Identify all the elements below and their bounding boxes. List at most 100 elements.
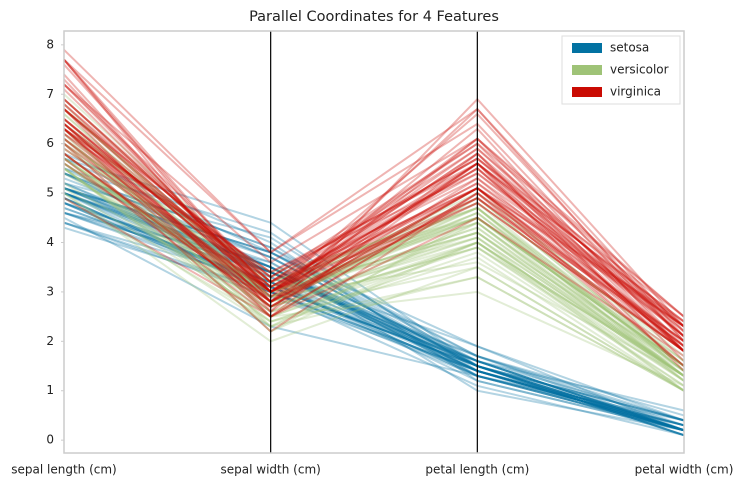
data-line: [63, 192, 685, 432]
data-line: [63, 118, 685, 343]
data-line: [63, 137, 685, 372]
data-line: [63, 192, 685, 432]
data-line: [63, 133, 685, 353]
data-line: [63, 167, 685, 377]
data-line: [63, 187, 685, 417]
data-line: [63, 202, 685, 432]
data-line: [63, 88, 685, 338]
data-line: [63, 113, 685, 377]
data-line: [63, 142, 685, 362]
data-line: [63, 108, 685, 328]
data-line: [63, 206, 685, 432]
data-line: [63, 187, 685, 427]
data-line: [63, 211, 685, 432]
y-tick-label: 1: [46, 383, 54, 397]
data-line: [63, 187, 685, 422]
data-line: [63, 187, 685, 387]
y-tick-label: 8: [46, 37, 54, 51]
data-line: [63, 202, 685, 427]
data-line: [63, 192, 685, 432]
data-line: [63, 137, 685, 377]
data-line: [63, 59, 685, 328]
data-line: [63, 182, 685, 432]
data-line: [63, 59, 685, 342]
data-line: [63, 187, 685, 432]
data-line: [63, 157, 685, 377]
y-tick-label: 6: [46, 136, 54, 150]
legend-label: setosa: [610, 41, 649, 55]
data-line: [63, 147, 685, 353]
data-line: [63, 118, 685, 333]
data-line: [63, 132, 685, 377]
data-line: [63, 177, 685, 432]
legend-swatch: [572, 43, 602, 53]
data-line: [63, 147, 685, 367]
data-line: [63, 58, 685, 328]
data-line: [63, 192, 685, 412]
data-line: [63, 128, 685, 318]
data-line: [63, 142, 685, 353]
data-line: [63, 197, 685, 357]
data-line: [63, 78, 685, 352]
data-line: [63, 123, 685, 377]
data-line: [63, 197, 685, 437]
data-line: [63, 152, 685, 432]
y-tick-label: 2: [46, 334, 54, 348]
legend-swatch: [572, 87, 602, 97]
y-tick-label: 0: [46, 433, 54, 447]
data-line: [63, 192, 685, 392]
data-line: [63, 83, 685, 318]
data-line: [63, 128, 685, 367]
data-line: [63, 187, 685, 432]
data-line: [63, 157, 685, 377]
y-tick-label: 5: [46, 186, 54, 200]
data-line: [63, 128, 685, 352]
data-line: [63, 128, 685, 348]
y-tick-label: 4: [46, 235, 54, 249]
data-line: [63, 197, 685, 392]
data-line: [63, 202, 685, 432]
data-line: [63, 187, 685, 427]
data-line: [63, 192, 685, 427]
data-line: [63, 137, 685, 382]
legend-swatch: [572, 65, 602, 75]
data-line: [63, 142, 685, 367]
data-line: [63, 157, 685, 392]
data-line: [63, 147, 685, 352]
data-line: [63, 162, 685, 377]
data-line: [63, 98, 685, 328]
chart-title: Parallel Coordinates for 4 Features: [249, 9, 499, 25]
data-line: [63, 128, 685, 362]
data-line: [63, 98, 685, 328]
data-line: [63, 182, 685, 437]
data-line: [63, 197, 685, 437]
data-line: [63, 192, 685, 392]
data-line: [63, 182, 685, 372]
data-line: [63, 162, 685, 367]
data-line: [63, 192, 685, 432]
data-line: [63, 152, 685, 348]
data-line: [63, 83, 685, 362]
data-line: [63, 108, 685, 367]
data-line: [63, 103, 685, 338]
data-line: [63, 118, 685, 367]
data-line: [63, 123, 685, 328]
data-line: [63, 216, 685, 427]
data-line: [63, 187, 685, 422]
data-line: [63, 152, 685, 392]
data-line: [63, 83, 685, 352]
data-line: [63, 192, 685, 432]
data-line: [63, 162, 685, 377]
data-line: [63, 128, 685, 377]
data-line: [63, 211, 685, 427]
data-line: [63, 108, 685, 372]
data-line: [63, 123, 685, 338]
data-line: [63, 123, 685, 348]
data-line: [63, 118, 685, 343]
y-tick-label: 7: [46, 87, 54, 101]
data-line: [63, 113, 685, 372]
data-line: [63, 206, 685, 432]
data-line: [63, 128, 685, 323]
data-line: [63, 167, 685, 432]
data-line: [63, 172, 685, 422]
